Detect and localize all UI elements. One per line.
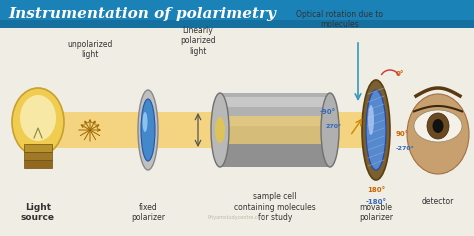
Ellipse shape bbox=[138, 90, 158, 170]
FancyBboxPatch shape bbox=[220, 93, 330, 126]
Text: unpolarized
light: unpolarized light bbox=[67, 40, 113, 59]
Ellipse shape bbox=[407, 94, 469, 174]
Ellipse shape bbox=[20, 95, 56, 141]
Ellipse shape bbox=[321, 93, 339, 167]
FancyBboxPatch shape bbox=[220, 97, 330, 107]
Text: movable
polarizer: movable polarizer bbox=[359, 202, 393, 222]
FancyBboxPatch shape bbox=[220, 116, 330, 144]
Text: Linearly
polarized
light: Linearly polarized light bbox=[180, 26, 216, 56]
FancyBboxPatch shape bbox=[0, 0, 474, 20]
Ellipse shape bbox=[211, 93, 229, 167]
Ellipse shape bbox=[141, 99, 155, 161]
FancyBboxPatch shape bbox=[42, 112, 390, 148]
Ellipse shape bbox=[432, 119, 444, 133]
Text: Instrumentation of polarimetry: Instrumentation of polarimetry bbox=[8, 7, 276, 21]
Text: 90°: 90° bbox=[396, 131, 409, 137]
FancyBboxPatch shape bbox=[0, 0, 474, 28]
Text: -90°: -90° bbox=[320, 109, 336, 115]
FancyBboxPatch shape bbox=[24, 152, 52, 160]
Text: detector: detector bbox=[422, 197, 454, 206]
Text: fixed
polarizer: fixed polarizer bbox=[131, 202, 165, 222]
Text: -270°: -270° bbox=[396, 146, 415, 151]
FancyBboxPatch shape bbox=[220, 93, 330, 167]
Ellipse shape bbox=[366, 90, 386, 170]
Ellipse shape bbox=[12, 88, 64, 156]
Ellipse shape bbox=[362, 80, 390, 180]
Text: Priyamstudycentre.com: Priyamstudycentre.com bbox=[208, 215, 266, 220]
Ellipse shape bbox=[215, 117, 225, 143]
Text: 180°: 180° bbox=[367, 187, 385, 193]
Text: Light
source: Light source bbox=[21, 202, 55, 222]
Text: 270°: 270° bbox=[326, 123, 342, 128]
Ellipse shape bbox=[414, 110, 462, 142]
Text: Optical rotation due to
molecules: Optical rotation due to molecules bbox=[297, 10, 383, 30]
Text: 0°: 0° bbox=[396, 71, 404, 77]
Ellipse shape bbox=[368, 105, 374, 135]
FancyBboxPatch shape bbox=[24, 144, 52, 152]
Text: sample cell
containing molecules
for study: sample cell containing molecules for stu… bbox=[234, 192, 316, 222]
Ellipse shape bbox=[143, 112, 147, 132]
FancyBboxPatch shape bbox=[24, 160, 52, 168]
Text: -180°: -180° bbox=[365, 199, 386, 205]
Ellipse shape bbox=[427, 113, 449, 139]
